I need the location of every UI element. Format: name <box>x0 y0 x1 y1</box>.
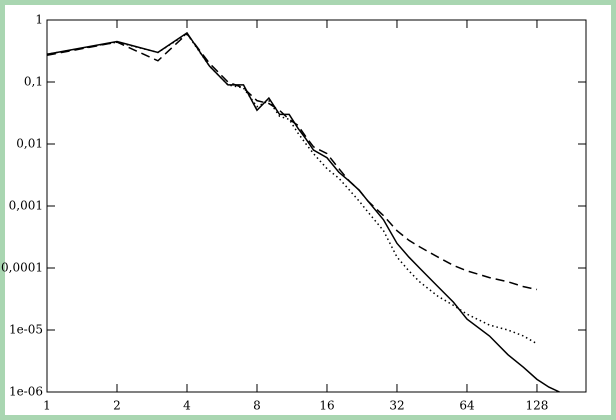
y-tick-label: 1 <box>35 13 43 27</box>
x-tick-label: 1 <box>43 399 51 413</box>
x-tick-label: 128 <box>526 399 549 413</box>
y-tick-label: 1e-05 <box>9 323 43 337</box>
x-tick-label: 16 <box>319 399 334 413</box>
series-line <box>46 32 538 291</box>
x-tick-label: 4 <box>183 399 191 413</box>
y-tick-label: 0,01 <box>16 137 43 151</box>
chart-background <box>5 5 611 415</box>
x-tick-label: 64 <box>459 399 475 413</box>
y-tick-label: 0,1 <box>24 75 43 89</box>
y-tick-label: 0,0001 <box>1 261 43 275</box>
y-tick-label: 0,001 <box>9 199 43 213</box>
x-tick-label: 8 <box>253 399 261 413</box>
x-tick-label: 2 <box>113 399 121 413</box>
x-tick-label: 32 <box>389 399 404 413</box>
series-line <box>46 32 538 345</box>
y-tick-label: 1e-06 <box>9 385 43 399</box>
